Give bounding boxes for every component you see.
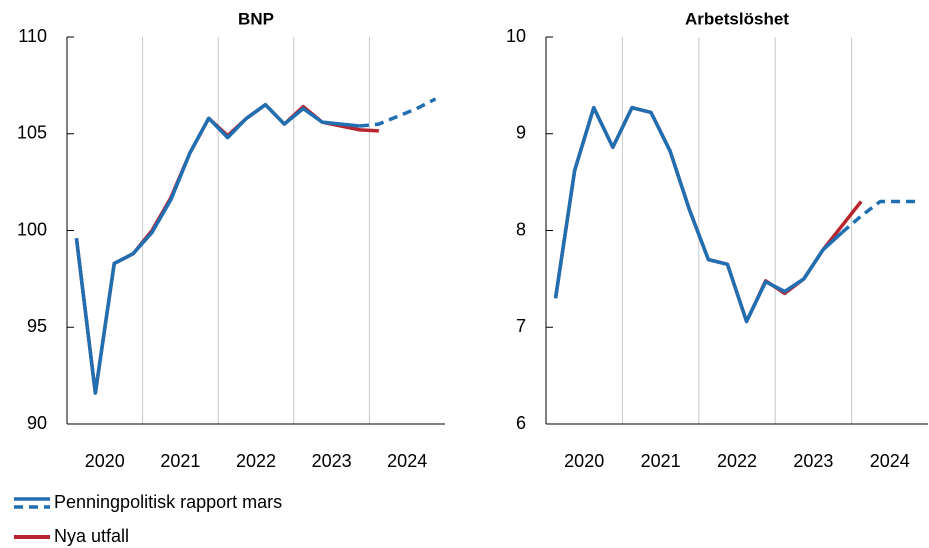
- series-line: [553, 105, 844, 324]
- series-line: [74, 102, 361, 395]
- y-tick-label: 7: [516, 316, 526, 336]
- forecast-line: [359, 97, 437, 128]
- y-tick-label: 90: [27, 413, 47, 433]
- x-tick-label: 2021: [160, 451, 200, 471]
- y-tick-label: 10: [506, 26, 526, 46]
- x-tick-label: 2023: [312, 451, 352, 471]
- y-tick-label: 6: [516, 413, 526, 433]
- chart-title: BNP: [238, 9, 274, 28]
- chart-title: Arbetslöshet: [685, 9, 789, 28]
- y-tick-label: 8: [516, 219, 526, 239]
- x-tick-label: 2022: [717, 451, 757, 471]
- x-tick-label: 2022: [236, 451, 276, 471]
- y-tick-label: 100: [17, 219, 47, 239]
- x-tick-label: 2020: [85, 451, 125, 471]
- x-tick-label: 2021: [641, 451, 681, 471]
- x-tick-label: 2024: [870, 451, 910, 471]
- x-tick-label: 2023: [793, 451, 833, 471]
- series-line: [74, 102, 379, 395]
- x-tick-label: 2020: [564, 451, 604, 471]
- y-tick-label: 9: [516, 123, 526, 143]
- y-tick-label: 105: [17, 123, 47, 143]
- legend-label: Nya utfall: [54, 526, 129, 546]
- y-tick-label: 110: [18, 26, 47, 46]
- series-line: [553, 105, 863, 324]
- legend-label: Penningpolitisk rapport mars: [54, 492, 282, 512]
- forecast-line: [840, 199, 919, 234]
- y-tick-label: 95: [27, 316, 47, 336]
- x-tick-label: 2024: [387, 451, 427, 471]
